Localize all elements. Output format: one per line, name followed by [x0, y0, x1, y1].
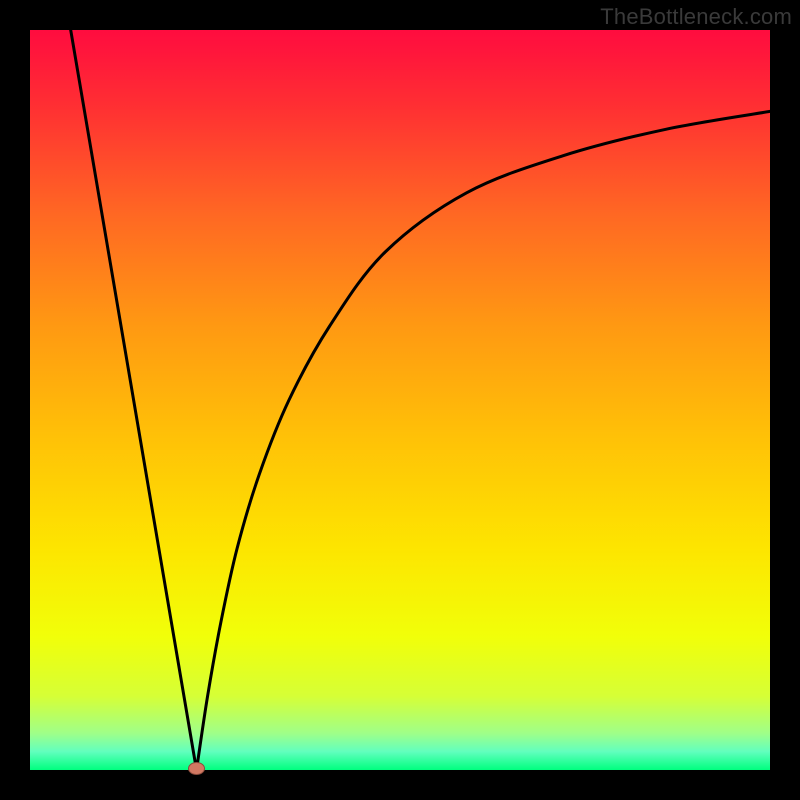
watermark-label: TheBottleneck.com: [600, 4, 792, 30]
gradient-plot-area: [30, 30, 770, 770]
chart-container: TheBottleneck.com: [0, 0, 800, 800]
minimum-point-marker: [189, 763, 205, 775]
bottleneck-curve-chart: [0, 0, 800, 800]
